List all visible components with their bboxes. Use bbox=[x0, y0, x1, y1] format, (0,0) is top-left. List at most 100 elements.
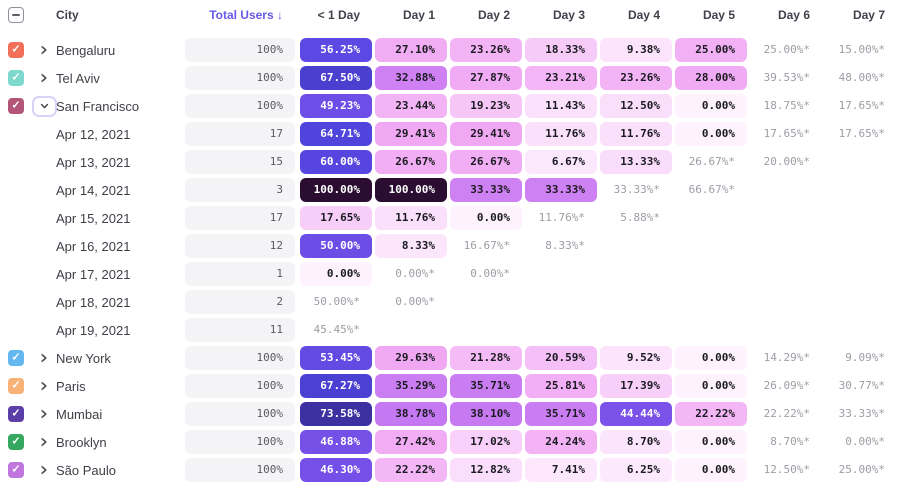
retention-cell[interactable]: 7.41% bbox=[525, 458, 597, 482]
retention-cell[interactable]: 46.30% bbox=[300, 458, 372, 482]
retention-cell[interactable]: 21.28% bbox=[450, 346, 522, 370]
retention-cell[interactable]: 44.44% bbox=[600, 402, 672, 426]
retention-cell[interactable]: 25.00% bbox=[675, 38, 747, 62]
row-checkbox[interactable]: ✓ bbox=[8, 98, 24, 114]
retention-cell[interactable]: 33.33% bbox=[525, 178, 597, 202]
retention-cell[interactable]: 12.50% bbox=[600, 94, 672, 118]
row-checkbox[interactable]: ✓ bbox=[8, 70, 24, 86]
retention-cell[interactable]: 73.58% bbox=[300, 402, 372, 426]
retention-cell[interactable]: 100.00% bbox=[300, 178, 372, 202]
retention-cell[interactable]: 11.76% bbox=[525, 122, 597, 146]
select-all-checkbox[interactable] bbox=[8, 7, 24, 23]
retention-cell[interactable]: 64.71% bbox=[300, 122, 372, 146]
column-header-day-1[interactable]: Day 1 bbox=[402, 8, 435, 22]
retention-cell[interactable]: 0.00% bbox=[675, 122, 747, 146]
column-header-day-3[interactable]: Day 3 bbox=[552, 8, 585, 22]
retention-cell[interactable]: 23.44% bbox=[375, 94, 447, 118]
retention-cell[interactable]: 0.00% bbox=[675, 430, 747, 454]
retention-cell[interactable]: 8.33% bbox=[375, 234, 447, 258]
retention-cell[interactable]: 0.00% bbox=[300, 262, 372, 286]
retention-cell[interactable]: 22.22% bbox=[375, 458, 447, 482]
retention-cell[interactable]: 9.38% bbox=[600, 38, 672, 62]
retention-cell[interactable]: 38.10% bbox=[450, 402, 522, 426]
retention-cell[interactable]: 50.00% bbox=[300, 234, 372, 258]
retention-cell[interactable]: 25.81% bbox=[525, 374, 597, 398]
retention-cell[interactable]: 18.33% bbox=[525, 38, 597, 62]
retention-cell[interactable]: 12.82% bbox=[450, 458, 522, 482]
column-header-day-6[interactable]: Day 6 bbox=[777, 8, 810, 22]
retention-cell[interactable]: 17.39% bbox=[600, 374, 672, 398]
retention-cell[interactable]: 6.67% bbox=[525, 150, 597, 174]
row-checkbox[interactable]: ✓ bbox=[8, 350, 24, 366]
retention-cell[interactable]: 27.10% bbox=[375, 38, 447, 62]
retention-cell[interactable]: 67.50% bbox=[300, 66, 372, 90]
retention-cell[interactable]: 9.52% bbox=[600, 346, 672, 370]
retention-cell[interactable]: 11.76% bbox=[600, 122, 672, 146]
retention-cell[interactable]: 23.21% bbox=[525, 66, 597, 90]
row-checkbox[interactable]: ✓ bbox=[8, 406, 24, 422]
expand-button[interactable] bbox=[39, 437, 49, 447]
retention-cell[interactable]: 22.22% bbox=[675, 402, 747, 426]
row-checkbox[interactable]: ✓ bbox=[8, 42, 24, 58]
retention-cell[interactable]: 35.71% bbox=[450, 374, 522, 398]
retention-cell[interactable]: 60.00% bbox=[300, 150, 372, 174]
retention-cell[interactable]: 8.70% bbox=[600, 430, 672, 454]
column-header-total-users[interactable]: Total Users ↓ bbox=[209, 8, 283, 22]
retention-cell[interactable]: 32.88% bbox=[375, 66, 447, 90]
retention-cell[interactable]: 26.67% bbox=[375, 150, 447, 174]
row-checkbox[interactable]: ✓ bbox=[8, 378, 24, 394]
retention-cell[interactable]: 67.27% bbox=[300, 374, 372, 398]
column-header-lt-1-day[interactable]: < 1 Day bbox=[317, 8, 360, 22]
column-header-day-7[interactable]: Day 7 bbox=[852, 8, 885, 22]
retention-cell[interactable]: 29.63% bbox=[375, 346, 447, 370]
retention-cell[interactable]: 26.67% bbox=[450, 150, 522, 174]
retention-cell[interactable]: 6.25% bbox=[600, 458, 672, 482]
column-header-day-2[interactable]: Day 2 bbox=[477, 8, 510, 22]
retention-cell[interactable]: 29.41% bbox=[375, 122, 447, 146]
expand-button[interactable] bbox=[39, 353, 49, 363]
retention-cell[interactable]: 38.78% bbox=[375, 402, 447, 426]
expand-button[interactable] bbox=[39, 409, 49, 419]
retention-cell[interactable]: 27.42% bbox=[375, 430, 447, 454]
retention-cell[interactable]: 28.00% bbox=[675, 66, 747, 90]
retention-cell[interactable]: 0.00% bbox=[675, 346, 747, 370]
column-header-city[interactable]: City bbox=[56, 8, 79, 22]
retention-cell[interactable]: 11.76% bbox=[375, 206, 447, 230]
retention-cell[interactable]: 19.23% bbox=[450, 94, 522, 118]
retention-cell[interactable]: 17.65% bbox=[300, 206, 372, 230]
retention-cell[interactable]: 35.29% bbox=[375, 374, 447, 398]
retention-cell[interactable]: 33.33% bbox=[450, 178, 522, 202]
retention-cell[interactable]: 35.71% bbox=[525, 402, 597, 426]
retention-cell[interactable]: 13.33% bbox=[600, 150, 672, 174]
retention-cell[interactable]: 23.26% bbox=[450, 38, 522, 62]
retention-cell[interactable]: 11.43% bbox=[525, 94, 597, 118]
retention-cell[interactable]: 23.26% bbox=[600, 66, 672, 90]
date-label: Apr 13, 2021 bbox=[56, 154, 131, 170]
retention-cell[interactable]: 20.59% bbox=[525, 346, 597, 370]
row-checkbox[interactable]: ✓ bbox=[8, 434, 24, 450]
expand-button[interactable] bbox=[39, 465, 49, 475]
retention-cell[interactable]: 0.00% bbox=[675, 94, 747, 118]
collapse-button[interactable] bbox=[31, 95, 57, 117]
expand-button[interactable] bbox=[39, 45, 49, 55]
retention-cell-projected: 16.67%* bbox=[463, 239, 510, 252]
retention-cell[interactable]: 0.00% bbox=[675, 374, 747, 398]
retention-cell[interactable]: 53.45% bbox=[300, 346, 372, 370]
retention-cell[interactable]: 0.00% bbox=[675, 458, 747, 482]
expand-button[interactable] bbox=[39, 73, 49, 83]
retention-cell[interactable]: 29.41% bbox=[450, 122, 522, 146]
retention-cell[interactable]: 56.25% bbox=[300, 38, 372, 62]
expand-button[interactable] bbox=[39, 381, 49, 391]
retention-cell[interactable]: 46.88% bbox=[300, 430, 372, 454]
empty-cell bbox=[825, 262, 897, 286]
column-header-day-4[interactable]: Day 4 bbox=[627, 8, 660, 22]
table-row: Apr 13, 2021 15 60.00% 26.67% 26.67% 6.67% 13.… bbox=[0, 148, 920, 176]
column-header-day-5[interactable]: Day 5 bbox=[702, 8, 735, 22]
retention-cell[interactable]: 0.00% bbox=[450, 206, 522, 230]
retention-cell[interactable]: 49.23% bbox=[300, 94, 372, 118]
retention-cell[interactable]: 24.24% bbox=[525, 430, 597, 454]
retention-cell[interactable]: 27.87% bbox=[450, 66, 522, 90]
retention-cell[interactable]: 100.00% bbox=[375, 178, 447, 202]
retention-cell[interactable]: 17.02% bbox=[450, 430, 522, 454]
row-checkbox[interactable]: ✓ bbox=[8, 462, 24, 478]
